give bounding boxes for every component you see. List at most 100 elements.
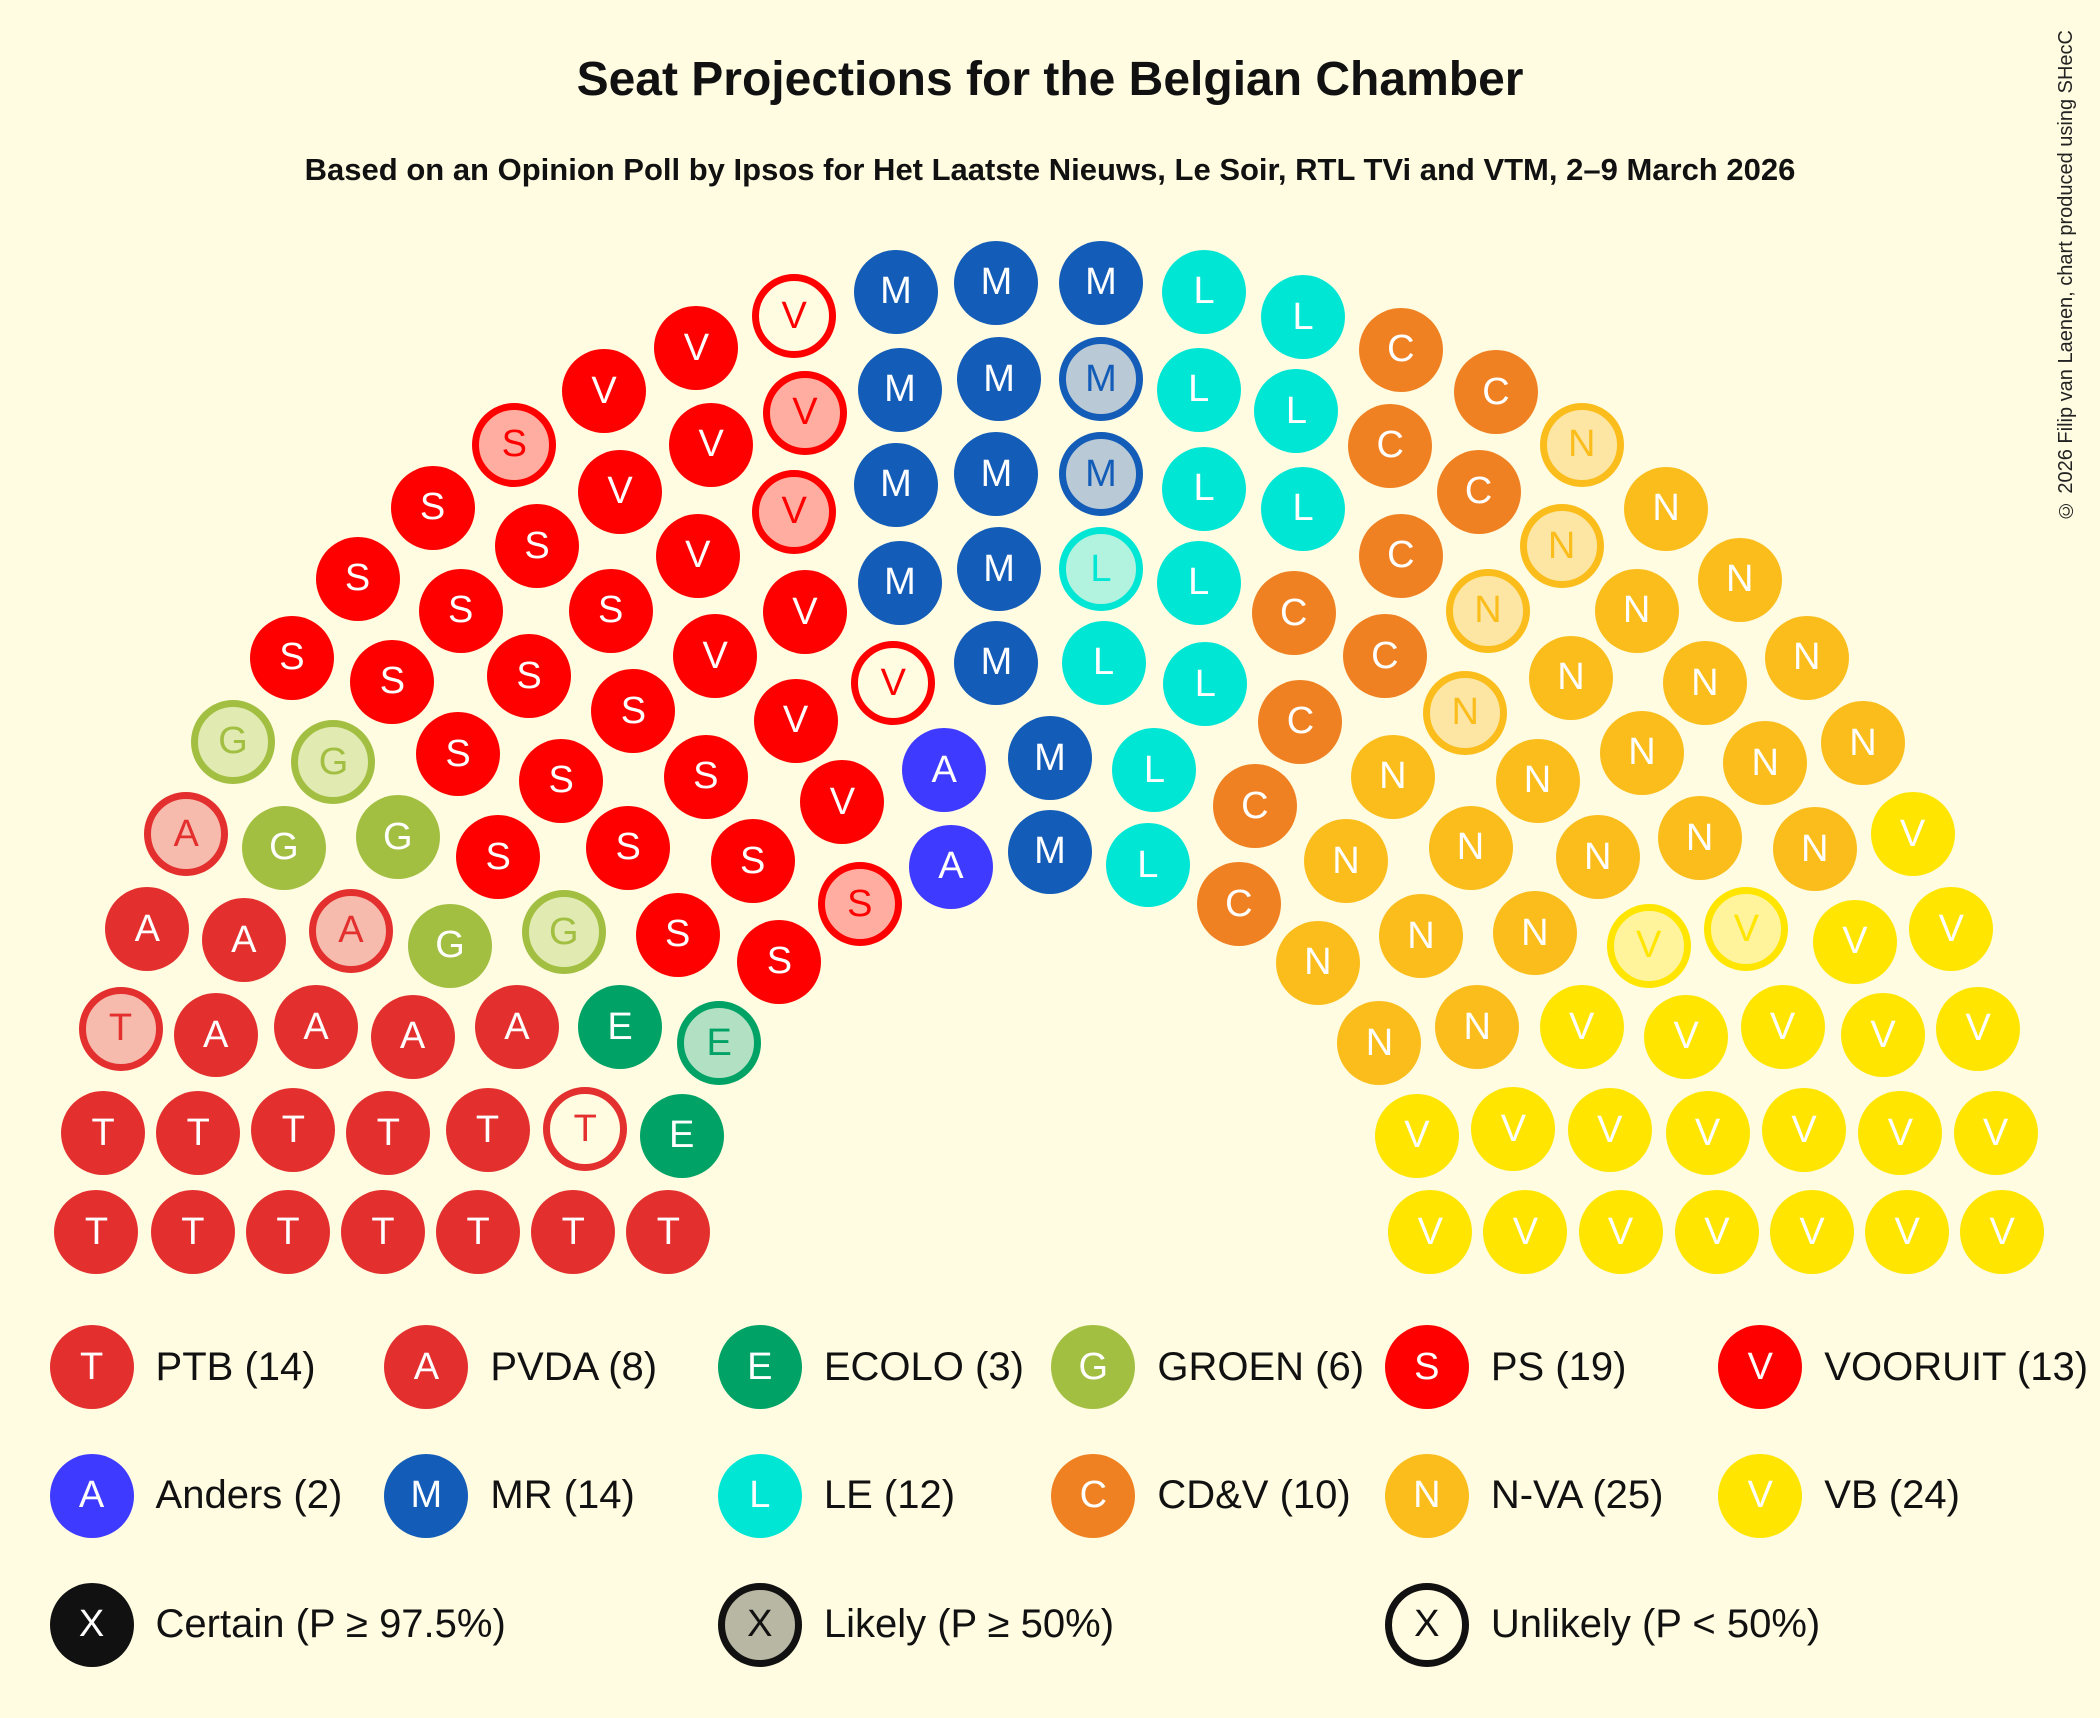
- seat-vb: V: [1812, 899, 1897, 984]
- legend-item-certain: X Certain (P ≥ 97.5%): [49, 1582, 506, 1667]
- seat-cd-v: C: [1453, 350, 1538, 435]
- seat-vooruit: V: [669, 402, 754, 487]
- seat-vb: V: [1483, 1190, 1568, 1275]
- seat-ps: S: [495, 504, 580, 589]
- legend-swatch-icon: N: [1384, 1453, 1469, 1538]
- legend-swatch-icon: C: [1051, 1453, 1136, 1538]
- seat-le: L: [1058, 527, 1143, 612]
- seat-ptb: T: [531, 1190, 616, 1275]
- seat-vb: V: [1578, 1190, 1663, 1275]
- seat-ecolo: E: [578, 985, 663, 1070]
- likely-marker-icon: X: [717, 1582, 802, 1667]
- seat-ps: S: [710, 819, 795, 904]
- seat-ps: S: [817, 862, 902, 947]
- legend-label: VOORUIT (13): [1824, 1344, 2089, 1389]
- seat-cd-v: C: [1212, 764, 1297, 849]
- seat-vb: V: [1539, 985, 1624, 1070]
- seat-ps: S: [416, 712, 501, 797]
- seat-mr: M: [954, 620, 1039, 705]
- seat-le: L: [1156, 540, 1241, 625]
- legend-item-pvda: A PVDA (8): [384, 1325, 657, 1410]
- seat-mr: M: [853, 442, 938, 527]
- legend-swatch-icon: A: [384, 1325, 469, 1410]
- seat-ps: S: [472, 402, 557, 487]
- legend-swatch-icon: S: [1384, 1325, 1469, 1410]
- seat-ptb: T: [78, 986, 163, 1071]
- seat-vb: V: [1953, 1091, 2038, 1176]
- seat-vooruit: V: [753, 678, 838, 763]
- seat-vooruit: V: [654, 306, 739, 391]
- seat-ps: S: [487, 634, 572, 719]
- seat-vb: V: [1644, 994, 1729, 1079]
- seat-ptb: T: [245, 1190, 330, 1275]
- seat-n-va: N: [1492, 891, 1577, 976]
- seat-mr: M: [957, 337, 1042, 422]
- seat-mr: M: [858, 540, 942, 625]
- legend-item-likely: X Likely (P ≥ 50%): [717, 1582, 1114, 1667]
- legend-swatch-icon: L: [717, 1453, 802, 1538]
- seat-ecolo: E: [677, 1001, 762, 1086]
- legend-item-anders: A Anders (2): [49, 1453, 342, 1538]
- seat-vb: V: [1870, 792, 1955, 877]
- legend-item-vooruit: V VOORUIT (13): [1718, 1325, 2089, 1410]
- seat-n-va: N: [1445, 568, 1530, 653]
- seat-le: L: [1261, 275, 1346, 360]
- legend-item-ecolo: E ECOLO (3): [717, 1325, 1024, 1410]
- legend-item-unlikely: X Unlikely (P < 50%): [1384, 1582, 1820, 1667]
- seat-ptb: T: [61, 1091, 146, 1176]
- seat-mr: M: [858, 347, 942, 432]
- seat-n-va: N: [1423, 670, 1508, 755]
- legend-item-cd-v: C CD&V (10): [1051, 1453, 1351, 1538]
- seat-vb: V: [1841, 993, 1926, 1078]
- seat-mr: M: [1058, 240, 1143, 325]
- seat-ptb: T: [626, 1190, 711, 1275]
- seat-ps: S: [519, 738, 604, 823]
- seat-n-va: N: [1599, 710, 1684, 795]
- seat-ps: S: [249, 615, 334, 700]
- seat-cd-v: C: [1196, 862, 1281, 947]
- seat-ps: S: [418, 568, 503, 653]
- seat-pvda: A: [308, 888, 393, 973]
- seat-cd-v: C: [1258, 679, 1343, 764]
- seat-vb: V: [1770, 1190, 1855, 1275]
- seat-n-va: N: [1519, 504, 1604, 589]
- seat-vooruit: V: [673, 614, 758, 699]
- seat-le: L: [1162, 446, 1247, 531]
- seat-vooruit: V: [655, 513, 740, 598]
- seat-n-va: N: [1764, 615, 1849, 700]
- seat-vb: V: [1858, 1091, 1943, 1176]
- legend-item-groen: G GROEN (6): [1051, 1325, 1364, 1410]
- seat-n-va: N: [1303, 819, 1388, 904]
- legend-item-mr: M MR (14): [384, 1453, 635, 1538]
- seat-vooruit: V: [752, 469, 837, 554]
- legend-item-vb: V VB (24): [1718, 1453, 1960, 1538]
- seat-cd-v: C: [1348, 403, 1433, 488]
- seat-ps: S: [568, 568, 653, 653]
- seat-vb: V: [1909, 887, 1994, 972]
- legend-swatch-icon: E: [717, 1325, 802, 1410]
- seat-n-va: N: [1435, 985, 1520, 1070]
- seat-pvda: A: [474, 985, 559, 1070]
- seat-pvda: A: [274, 985, 359, 1070]
- legend-swatch-icon: V: [1718, 1325, 1803, 1410]
- seat-pvda: A: [370, 994, 455, 1079]
- seat-pvda: A: [201, 898, 286, 983]
- legend-item-n-va: N N-VA (25): [1384, 1453, 1663, 1538]
- seat-n-va: N: [1697, 537, 1782, 622]
- seat-groen: G: [408, 903, 492, 988]
- legend-item-le: L LE (12): [717, 1453, 955, 1538]
- seat-cd-v: C: [1342, 614, 1427, 699]
- seat-le: L: [1254, 369, 1339, 454]
- seat-mr: M: [954, 240, 1039, 325]
- seat-ptb: T: [543, 1087, 628, 1172]
- seat-le: L: [1105, 823, 1190, 908]
- seat-n-va: N: [1428, 805, 1513, 890]
- seat-ps: S: [586, 805, 671, 890]
- seat-vb: V: [1704, 887, 1789, 972]
- seat-ptb: T: [251, 1088, 336, 1173]
- seat-anders: A: [908, 824, 993, 909]
- seat-mr: M: [1008, 809, 1092, 894]
- seat-pvda: A: [173, 993, 258, 1078]
- seat-n-va: N: [1337, 1001, 1422, 1086]
